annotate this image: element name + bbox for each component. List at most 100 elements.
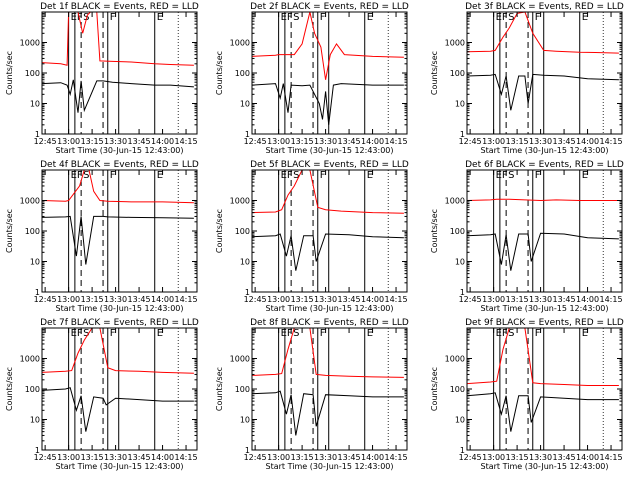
x-tick-label: 13:45 [128, 453, 151, 462]
x-tick-label: 13:30 [104, 453, 127, 462]
plot-frame [41, 11, 198, 135]
lld-series-line [251, 327, 404, 378]
x-tick-label: 14:15 [385, 295, 408, 304]
y-axis-label: Counts/sec [430, 209, 439, 253]
marker-label: F [287, 12, 293, 23]
events-series-line [41, 215, 194, 265]
x-tick-label: 13:00 [57, 453, 80, 462]
y-tick-label: 10 [240, 258, 250, 267]
marker-label: F [320, 170, 326, 181]
x-tick-label: 12:45 [244, 137, 267, 146]
marker-label: E [582, 12, 588, 23]
y-tick-label: 100 [235, 69, 250, 78]
chart-title: Det 6f BLACK = Events, RED = LLD [465, 160, 624, 170]
y-tick-label: 100 [450, 227, 465, 236]
marker-label: F [535, 12, 541, 23]
marker-label: F [77, 328, 83, 339]
y-tick-label: 10 [30, 416, 40, 425]
x-tick-label: 14:00 [151, 295, 174, 304]
x-tick-label: 13:30 [104, 295, 127, 304]
y-axis-label: Counts/sec [5, 367, 14, 411]
chart-title: Det 7f BLACK = Events, RED = LLD [40, 318, 199, 328]
x-tick-label: 14:00 [576, 295, 599, 304]
chart-title: Det 9f BLACK = Events, RED = LLD [465, 318, 624, 328]
marker-label: E [281, 170, 287, 181]
events-series-line [251, 83, 404, 125]
y-axis-label: Counts/sec [430, 367, 439, 411]
x-axis-label: Start Time (30-Jun-15 12:43:00) [266, 462, 394, 471]
x-tick-label: 13:45 [338, 453, 361, 462]
x-tick-label: 14:15 [600, 295, 623, 304]
marker-label: S [508, 328, 514, 339]
marker-label: S [83, 328, 89, 339]
x-tick-label: 13:45 [128, 137, 151, 146]
y-tick-label: 1000 [230, 197, 250, 206]
x-tick-label: 13:15 [291, 295, 314, 304]
chart-title: Det 2f BLACK = Events, RED = LLD [250, 2, 409, 12]
y-axis-label: Counts/sec [215, 209, 224, 253]
chart-title: Det 3f BLACK = Events, RED = LLD [465, 2, 624, 12]
chart-title: Det 1f BLACK = Events, RED = LLD [40, 2, 199, 12]
marker-label: E [71, 12, 77, 23]
marker-label: S [293, 12, 299, 23]
marker-label: S [83, 170, 89, 181]
y-axis-label: Counts/sec [215, 51, 224, 95]
y-tick-label: 1000 [230, 355, 250, 364]
x-axis-label: Start Time (30-Jun-15 12:43:00) [481, 304, 609, 313]
x-tick-label: 14:00 [576, 453, 599, 462]
marker-label: E [367, 12, 373, 23]
x-tick-label: 13:15 [81, 453, 104, 462]
marker-label: E [496, 170, 502, 181]
y-tick-label: 100 [25, 385, 40, 394]
lld-series-line [41, 11, 194, 66]
y-tick-label: 10 [30, 100, 40, 109]
y-tick-label: 1000 [230, 39, 250, 48]
x-tick-label: 13:30 [529, 137, 552, 146]
x-tick-label: 14:15 [385, 137, 408, 146]
x-tick-label: 14:00 [361, 295, 384, 304]
lld-series-line [251, 169, 404, 214]
lld-series-line [251, 11, 404, 80]
marker-label: F [110, 170, 116, 181]
x-tick-label: 12:45 [34, 295, 57, 304]
marker-label: E [367, 170, 373, 181]
x-tick-label: 13:00 [267, 137, 290, 146]
x-tick-label: 13:30 [314, 453, 337, 462]
events-series-line [41, 387, 194, 432]
marker-label: F [77, 12, 83, 23]
marker-label: S [293, 328, 299, 339]
events-series-line [466, 232, 619, 271]
x-tick-label: 13:45 [128, 295, 151, 304]
lld-series-line [41, 169, 194, 204]
x-tick-label: 13:30 [314, 295, 337, 304]
plot-frame [466, 327, 623, 451]
x-axis-label: Start Time (30-Jun-15 12:43:00) [266, 304, 394, 313]
lld-series-line [466, 327, 619, 386]
x-tick-label: 14:00 [576, 137, 599, 146]
x-axis-label: Start Time (30-Jun-15 12:43:00) [481, 146, 609, 155]
marker-label: E [157, 12, 163, 23]
x-tick-label: 13:30 [104, 137, 127, 146]
marker-label: E [582, 170, 588, 181]
marker-label: E [71, 170, 77, 181]
y-tick-label: 1000 [20, 197, 40, 206]
y-tick-label: 10 [455, 258, 465, 267]
y-tick-label: 1 [245, 130, 250, 139]
marker-label: E [582, 328, 588, 339]
marker-label: E [496, 12, 502, 23]
marker-label: F [502, 328, 508, 339]
plot-frame [41, 169, 198, 293]
marker-label: F [77, 170, 83, 181]
y-axis-label: Counts/sec [5, 51, 14, 95]
x-tick-label: 13:45 [553, 137, 576, 146]
marker-label: F [110, 12, 116, 23]
y-axis-label: Counts/sec [430, 51, 439, 95]
plot-frame [251, 327, 408, 451]
y-tick-label: 100 [25, 69, 40, 78]
events-series-line [251, 233, 404, 271]
x-tick-label: 12:45 [244, 295, 267, 304]
